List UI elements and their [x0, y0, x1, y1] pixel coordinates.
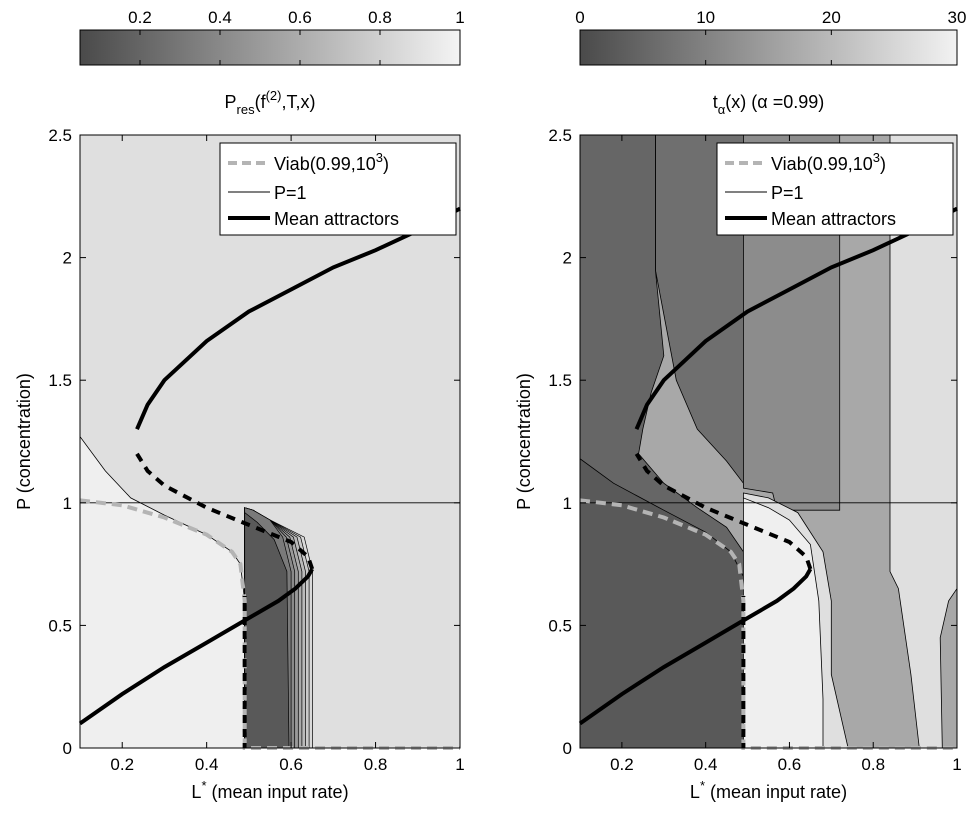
mean-attractor-unstable: [135, 452, 315, 570]
colorbar-tick-label: 0.6: [288, 8, 312, 27]
y-tick-label: 2: [563, 249, 572, 268]
legend-p1-label: P=1: [771, 183, 804, 203]
legend: Viab(0.99,103) P=1 Mean attractors: [219, 142, 457, 236]
chart-panel-1: 0.2 0.4 0.6 0.8 1 Pres(f(2),T,x) 0.2 0.4 0.6 0.8 1…: [14, 8, 465, 802]
colorbar: [579, 29, 958, 66]
y-tick-label: 0.5: [548, 616, 572, 635]
mean-attractor-unstable: [634, 452, 813, 570]
y-axis-label: P (concentration): [514, 373, 534, 510]
x-tick-label: 0.2: [110, 755, 134, 774]
y-tick-label: 0: [563, 739, 572, 758]
colorbar: [79, 29, 461, 66]
x-tick-label: 0.4: [694, 755, 718, 774]
axes-box: [579, 134, 958, 749]
x-tick-label: 0.8: [364, 755, 388, 774]
colorbar-tick-label: 0.8: [368, 8, 392, 27]
legend-viab-label: Viab(0.99,103): [771, 150, 886, 174]
contour-regions: [80, 135, 460, 748]
x-axis-label: L* (mean input rate): [690, 778, 847, 802]
y-tick-label: 0: [63, 739, 72, 758]
legend: Viab(0.99,103) P=1 Mean attractors: [716, 142, 954, 236]
mean-attractor-stable-upper: [135, 206, 461, 430]
contour-regions: [580, 135, 957, 748]
legend-mean-label: Mean attractors: [274, 209, 399, 229]
region-right-edge: [889, 135, 957, 748]
colorbar-label: tα(x) (α =0.99): [713, 92, 824, 117]
legend-p1-label: P=1: [274, 183, 307, 203]
x-tick-label: 0.2: [610, 755, 634, 774]
colorbar-tick-label: 1: [455, 8, 464, 27]
region-lower-middle: [244, 511, 290, 748]
colorbar-tick-label: 0.4: [208, 8, 232, 27]
mean-attractor-stable-upper: [634, 206, 958, 430]
x-tick-label: 0.8: [861, 755, 885, 774]
colorbar-tick-label: 20: [822, 8, 841, 27]
x-tick-label: 0.6: [778, 755, 802, 774]
colorbar-tick-label: 0.2: [128, 8, 152, 27]
mean-attractor-stable-lower: [578, 568, 813, 726]
x-tick-label: 0.4: [195, 755, 219, 774]
y-tick-label: 1: [63, 494, 72, 513]
y-axis-label: P (concentration): [14, 373, 34, 510]
y-tick-label: 2.5: [548, 126, 572, 145]
y-tick-label: 1: [563, 494, 572, 513]
colorbar-tick-label: 0: [575, 8, 584, 27]
legend-mean-label: Mean attractors: [771, 209, 896, 229]
x-axis-label: L* (mean input rate): [191, 778, 348, 802]
y-tick-label: 2.5: [48, 126, 72, 145]
y-tick-label: 1.5: [48, 371, 72, 390]
viab-boundary: [79, 498, 460, 750]
axes-box: [79, 134, 461, 749]
mean-attractor-stable-lower: [78, 568, 314, 726]
x-tick-label: 1: [952, 755, 961, 774]
colorbar-tick-label: 10: [696, 8, 715, 27]
y-tick-label: 2: [63, 249, 72, 268]
x-tick-label: 1: [455, 755, 464, 774]
y-tick-label: 0.5: [48, 616, 72, 635]
legend-viab-label: Viab(0.99,103): [274, 150, 389, 174]
colorbar-tick-label: 30: [948, 8, 967, 27]
y-tick-label: 1.5: [548, 371, 572, 390]
colorbar-label: Pres(f(2),T,x): [225, 88, 316, 117]
x-tick-label: 0.6: [279, 755, 303, 774]
viab-boundary: [579, 498, 957, 750]
region-bright-pocket: [743, 497, 824, 748]
